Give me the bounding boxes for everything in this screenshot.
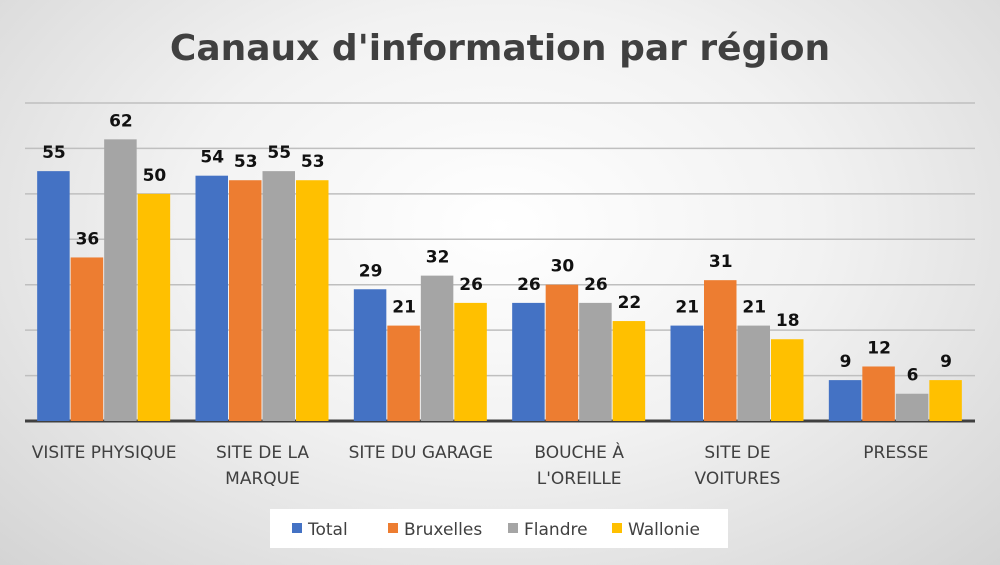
bar-bruxelles <box>704 280 737 421</box>
bar-flandre <box>579 302 612 421</box>
data-label: 26 <box>584 275 608 295</box>
gridlines <box>25 102 975 423</box>
bar-wallonie <box>454 302 487 421</box>
bar-flandre <box>895 393 929 421</box>
data-label: 53 <box>301 152 325 172</box>
data-label: 18 <box>776 311 800 331</box>
data-label: 62 <box>109 111 133 131</box>
bar-flandre <box>262 171 295 421</box>
bar-wallonie <box>296 180 329 421</box>
data-label: 9 <box>940 352 952 372</box>
category-label: VOITURES <box>695 469 781 489</box>
data-label: 53 <box>234 152 258 172</box>
category-label: SITE DE <box>704 443 770 463</box>
data-label: 29 <box>359 261 383 281</box>
bar-flandre <box>737 325 770 421</box>
data-label: 30 <box>551 257 575 277</box>
data-label: 22 <box>618 293 642 313</box>
data-label: 55 <box>267 143 291 163</box>
category-label: SITE DU GARAGE <box>349 443 493 463</box>
bar-total <box>828 380 862 421</box>
data-label: 50 <box>143 166 167 186</box>
bar-bruxelles <box>70 257 104 421</box>
data-label: 21 <box>742 298 766 318</box>
data-label: 9 <box>840 352 852 372</box>
bars <box>37 139 962 422</box>
category-labels: VISITE PHYSIQUE SITE DE LA MARQUE SITE DU G… <box>32 441 929 489</box>
legend-swatch-bruxelles <box>388 523 398 533</box>
category-label: BOUCHE À <box>534 441 624 463</box>
data-label: 26 <box>517 275 541 295</box>
data-label: 31 <box>709 252 733 272</box>
bar-total <box>37 171 70 421</box>
legend-swatch-flandre <box>508 523 518 533</box>
legend: Total Bruxelles Flandre Wallonie <box>270 509 728 548</box>
category-label: L'OREILLE <box>537 469 622 489</box>
legend-swatch-wallonie <box>612 523 622 533</box>
legend-swatch-total <box>292 523 302 533</box>
legend-box <box>270 509 728 548</box>
data-labels: 55 36 62 50 54 53 55 53 29 21 32 26 26 30 26 22 21 31 21 18… <box>42 111 952 385</box>
data-label: 6 <box>907 366 919 386</box>
bar-bruxelles <box>387 325 420 421</box>
bar-total <box>353 289 387 421</box>
bar-bruxelles <box>545 284 579 421</box>
category-label: VISITE PHYSIQUE <box>32 443 177 463</box>
bar-flandre <box>104 139 137 422</box>
data-label: 26 <box>459 275 483 295</box>
data-label: 12 <box>867 338 891 358</box>
bar-bruxelles <box>229 180 262 421</box>
data-label: 54 <box>200 148 224 168</box>
data-label: 55 <box>42 143 66 163</box>
legend-label: Total <box>307 520 348 540</box>
category-label: MARQUE <box>225 469 300 489</box>
bar-wallonie <box>771 339 804 421</box>
category-label: SITE DE LA <box>216 443 309 463</box>
data-label: 21 <box>675 298 699 318</box>
chart-title: Canaux d'information par région <box>170 28 830 69</box>
bar-wallonie <box>612 321 646 421</box>
bar-total <box>512 302 545 421</box>
bar-bruxelles <box>862 366 895 421</box>
category-label: PRESSE <box>863 443 928 463</box>
bar-wallonie <box>929 380 962 421</box>
data-label: 21 <box>392 298 416 318</box>
bar-total <box>670 325 703 421</box>
legend-label: Flandre <box>524 520 588 540</box>
bar-wallonie <box>137 193 171 421</box>
bar-total <box>195 175 228 421</box>
bar-flandre <box>420 275 454 421</box>
legend-label: Bruxelles <box>404 520 482 540</box>
legend-label: Wallonie <box>628 520 700 540</box>
data-label: 36 <box>76 229 100 249</box>
data-label: 32 <box>426 248 450 268</box>
